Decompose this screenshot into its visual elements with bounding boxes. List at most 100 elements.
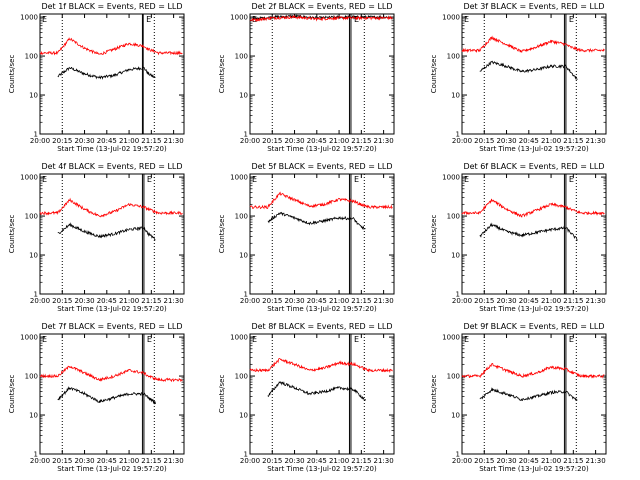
chart-panel: Det 7f BLACK = Events, RED = LLD 1 10 100 10… <box>8 322 185 473</box>
events-series-line <box>479 60 578 81</box>
x-tick-label: 20:00 <box>30 297 50 305</box>
x-tick-label: 20:15 <box>262 457 282 465</box>
panel-title: Det 4f BLACK = Events, RED = LLD <box>41 162 182 171</box>
x-tick-label: 20:30 <box>284 137 304 145</box>
x-tick-label: 20:15 <box>474 457 494 465</box>
y-tick-label: 1 <box>456 291 460 299</box>
y-tick-label: 1000 <box>20 174 38 182</box>
plot-frame <box>39 13 185 135</box>
x-tick-label: 20:45 <box>307 137 327 145</box>
x-axis-label: Start Time (13-Jul-02 19:57:20) <box>267 465 377 473</box>
x-tick-label: 20:15 <box>262 297 282 305</box>
x-tick-label: 21:15 <box>563 297 583 305</box>
x-axis-label: Start Time (13-Jul-02 19:57:20) <box>479 145 589 153</box>
chart-panel: Det 2f BLACK = Events, RED = LLD 1 10 100 10… <box>218 2 395 153</box>
chart-panel: Det 1f BLACK = Events, RED = LLD 1 10 100 10… <box>8 2 185 153</box>
plot-frame <box>39 333 185 455</box>
marker-label: E <box>569 335 574 344</box>
x-tick-label: 20:00 <box>452 297 472 305</box>
events-series-line <box>57 386 156 405</box>
panel-title: Det 2f BLACK = Events, RED = LLD <box>251 2 392 11</box>
y-tick-label: 1 <box>244 451 248 459</box>
y-tick-label: 1000 <box>442 174 460 182</box>
chart-panel: Det 9f BLACK = Events, RED = LLD 1 10 100 10… <box>430 322 607 473</box>
lld-series-line <box>249 358 393 373</box>
chart-panel: Det 3f BLACK = Events, RED = LLD 1 10 100 10… <box>430 2 607 153</box>
plot-frame <box>249 13 395 135</box>
lld-series-line <box>39 37 183 56</box>
y-tick-label: 1000 <box>230 14 248 22</box>
y-tick-label: 100 <box>447 213 460 221</box>
plot-frame <box>461 13 607 135</box>
x-tick-label: 21:30 <box>164 457 184 465</box>
x-tick-label: 20:15 <box>474 137 494 145</box>
marker-label: E <box>569 15 574 24</box>
x-tick-label: 20:30 <box>74 137 94 145</box>
events-series-line <box>57 66 156 80</box>
x-tick-label: 20:30 <box>284 457 304 465</box>
x-axis-label: Start Time (13-Jul-02 19:57:20) <box>57 465 167 473</box>
y-tick-label: 1000 <box>230 334 248 342</box>
x-tick-label: 21:00 <box>329 457 349 465</box>
x-tick-label: 20:30 <box>284 297 304 305</box>
x-axis-label: Start Time (13-Jul-02 19:57:20) <box>479 305 589 313</box>
y-tick-label: 100 <box>25 53 38 61</box>
y-tick-label: 100 <box>235 213 248 221</box>
y-tick-label: 1 <box>456 131 460 139</box>
y-tick-label: 1 <box>244 131 248 139</box>
chart-panel: Det 5f BLACK = Events, RED = LLD 1 10 100 10… <box>218 162 395 313</box>
x-tick-label: 20:45 <box>519 457 539 465</box>
y-axis-label: Counts/sec <box>8 215 16 254</box>
panel-title: Det 3f BLACK = Events, RED = LLD <box>463 2 604 11</box>
y-tick-label: 100 <box>447 373 460 381</box>
x-tick-label: 21:00 <box>541 297 561 305</box>
marker-label: E <box>354 335 359 344</box>
events-series-line <box>479 387 578 402</box>
x-tick-label: 20:15 <box>52 457 72 465</box>
events-series-line <box>57 222 156 241</box>
y-tick-label: 1000 <box>20 14 38 22</box>
y-tick-label: 1000 <box>442 334 460 342</box>
x-tick-label: 20:30 <box>496 137 516 145</box>
x-tick-label: 20:15 <box>262 137 282 145</box>
y-axis-label: Counts/sec <box>218 375 226 414</box>
y-tick-label: 100 <box>235 373 248 381</box>
x-tick-label: 20:45 <box>519 297 539 305</box>
marker-label: E <box>354 175 359 184</box>
y-tick-label: 10 <box>239 412 248 420</box>
x-tick-label: 21:15 <box>351 137 371 145</box>
lld-series-line <box>39 365 183 383</box>
chart-panel: Det 6f BLACK = Events, RED = LLD 1 10 100 10… <box>430 162 607 313</box>
x-tick-label: 20:00 <box>240 457 260 465</box>
lld-series-line <box>249 14 393 23</box>
x-tick-label: 20:00 <box>30 137 50 145</box>
x-tick-label: 20:45 <box>97 457 117 465</box>
y-axis-label: Counts/sec <box>8 375 16 414</box>
x-axis-label: Start Time (13-Jul-02 19:57:20) <box>57 305 167 313</box>
x-tick-label: 20:30 <box>74 457 94 465</box>
marker-label: E <box>42 335 47 344</box>
x-tick-label: 21:30 <box>374 297 394 305</box>
panel-title: Det 8f BLACK = Events, RED = LLD <box>251 322 392 331</box>
marker-label: E <box>252 175 257 184</box>
marker-label: E <box>147 335 152 344</box>
y-tick-label: 10 <box>29 412 38 420</box>
x-tick-label: 21:30 <box>586 137 606 145</box>
x-tick-label: 21:00 <box>541 137 561 145</box>
x-tick-label: 20:00 <box>240 137 260 145</box>
x-tick-label: 21:30 <box>374 457 394 465</box>
x-axis-label: Start Time (13-Jul-02 19:57:20) <box>479 465 589 473</box>
lld-series-line <box>39 197 183 218</box>
x-tick-label: 21:15 <box>563 457 583 465</box>
x-tick-label: 20:30 <box>496 297 516 305</box>
y-axis-label: Counts/sec <box>430 55 438 94</box>
y-tick-label: 10 <box>451 92 460 100</box>
x-tick-label: 20:45 <box>519 137 539 145</box>
marker-label: E <box>252 335 257 344</box>
y-tick-label: 100 <box>235 53 248 61</box>
y-tick-label: 1000 <box>20 334 38 342</box>
x-tick-label: 20:15 <box>52 137 72 145</box>
x-tick-label: 20:30 <box>496 457 516 465</box>
y-tick-label: 1000 <box>442 14 460 22</box>
